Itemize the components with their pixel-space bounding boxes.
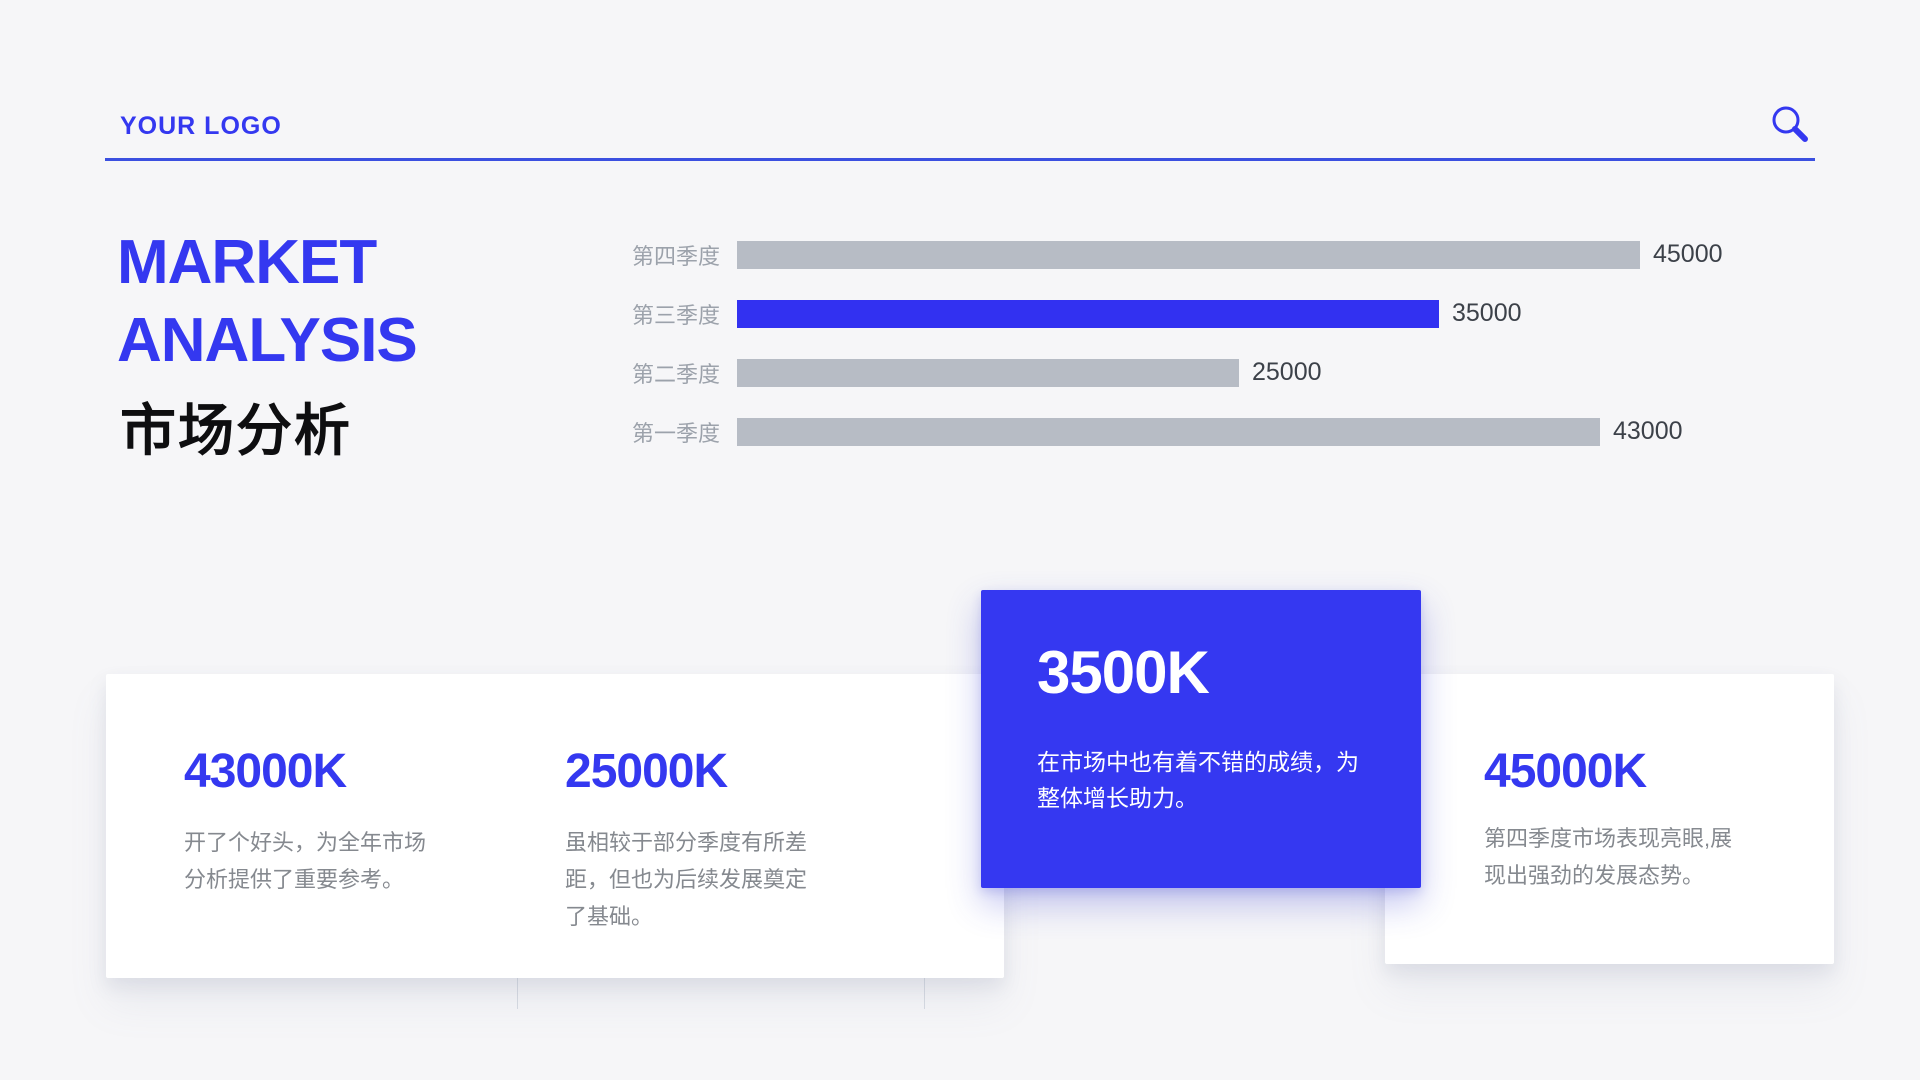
stat-description: 在市场中也有着不错的成绩，为整体增长助力。 xyxy=(1037,749,1359,811)
stat-value: 25000K xyxy=(565,745,728,798)
page-title-en: MARKET ANALYSIS xyxy=(117,224,418,380)
title-line-1: MARKET xyxy=(117,228,377,297)
chart-value-label: 43000 xyxy=(1613,417,1683,445)
chart-bar xyxy=(737,240,1640,269)
stat-card-q4: 45000K 第四季度市场表现亮眼,展现出强劲的发展态势。 xyxy=(1385,674,1834,964)
stat-description: 虽相较于部分季度有所差距，但也为后续发展奠定了基础。 xyxy=(565,830,808,929)
chart-bar xyxy=(737,299,1439,328)
stat-description: 第四季度市场表现亮眼,展现出强劲的发展态势。 xyxy=(1484,826,1733,888)
search-icon[interactable] xyxy=(1764,98,1814,148)
card-shadow-seam xyxy=(924,977,925,1009)
stat-card-q3-highlight: 3500K 在市场中也有着不错的成绩，为整体增长助力。 xyxy=(981,590,1421,888)
chart-bar xyxy=(737,417,1600,446)
chart-category-label: 第一季度 xyxy=(631,420,720,446)
chart-row: 第四季度 45000 xyxy=(612,225,1822,284)
chart-value-label: 35000 xyxy=(1452,299,1522,327)
stat-value: 45000K xyxy=(1484,745,1647,798)
header-divider xyxy=(105,158,1815,161)
chart-category-label: 第二季度 xyxy=(631,361,720,387)
chart-value-label: 45000 xyxy=(1653,240,1723,268)
chart-value-label: 25000 xyxy=(1252,358,1322,386)
bar-chart: 第四季度 45000 第三季度 35000 第二季度 25000 第一季度 43000 xyxy=(612,225,1822,461)
chart-category-label: 第三季度 xyxy=(631,302,720,328)
card-shadow-seam xyxy=(517,977,518,1009)
logo-text: YOUR LOGO xyxy=(120,112,282,140)
page-title-zh: 市场分析 xyxy=(120,399,352,462)
stats-panel: 43000K 开了个好头，为全年市场分析提供了重要参考。 25000K 虽相较于… xyxy=(106,674,1004,978)
chart-bar xyxy=(737,358,1239,387)
chart-row: 第一季度 43000 xyxy=(612,402,1822,461)
title-line-2: ANALYSIS xyxy=(117,306,418,375)
stat-value: 3500K xyxy=(1037,639,1210,706)
chart-category-label: 第四季度 xyxy=(631,243,720,269)
stat-description: 开了个好头，为全年市场分析提供了重要参考。 xyxy=(184,830,427,892)
chart-row: 第三季度 35000 xyxy=(612,284,1822,343)
stat-value: 43000K xyxy=(184,745,347,798)
chart-row: 第二季度 25000 xyxy=(612,343,1822,402)
